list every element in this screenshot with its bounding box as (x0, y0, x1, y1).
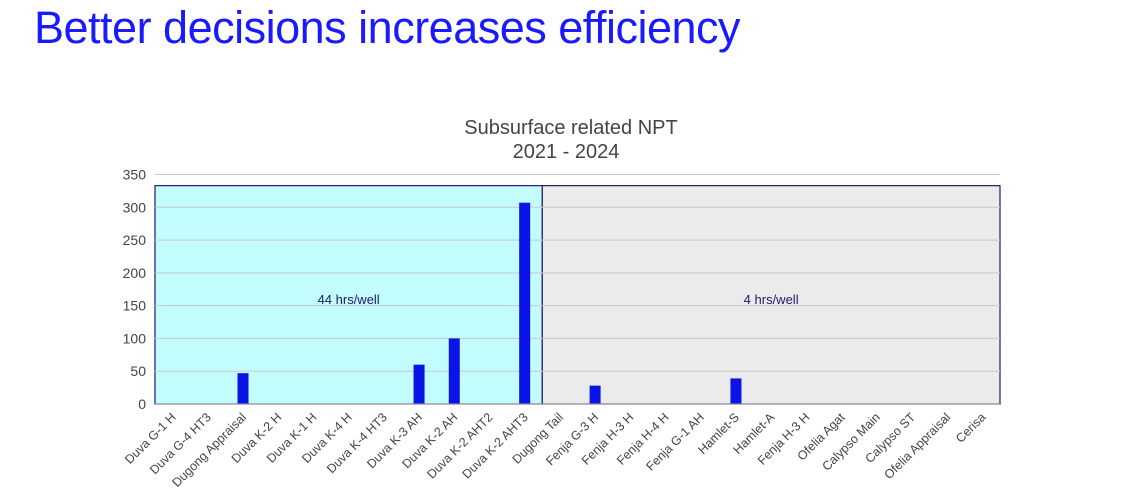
y-tick-label: 350 (123, 167, 147, 183)
y-tick-label: 150 (123, 298, 147, 314)
region-layer (154, 185, 1001, 405)
y-axis: 0 50 100 150 200 250 300 350 (123, 167, 147, 413)
y-tick-label: 200 (123, 265, 147, 281)
chart-subtitle: 2021 - 2024 (513, 141, 620, 163)
y-tick-label: 50 (130, 363, 146, 379)
region-2 (541, 185, 1001, 405)
chart-title: Subsurface related NPT (464, 117, 677, 139)
gridlines (155, 174, 1000, 372)
bar (730, 378, 742, 404)
x-tick-label: Duva G-4 HT3 (147, 410, 214, 477)
y-tick-label: 300 (123, 199, 147, 215)
bar (589, 385, 601, 404)
bars (237, 202, 742, 404)
bar (519, 202, 531, 404)
page-title: Better decisions increases efficiency (34, 2, 741, 53)
bar (237, 373, 249, 404)
region-1 (154, 185, 543, 405)
bar (448, 338, 460, 404)
bar (413, 364, 425, 404)
y-tick-label: 250 (123, 232, 147, 248)
region-labels: 44 hrs/well 4 hrs/well (318, 292, 799, 307)
y-tick-label: 100 (123, 330, 147, 346)
y-tick-label: 0 (138, 396, 146, 412)
region-label: 4 hrs/well (744, 292, 799, 307)
region-label: 44 hrs/well (318, 292, 380, 307)
x-tick-label: Ofelia Appraisal (881, 410, 953, 482)
x-tick-label: Cerisa (953, 410, 988, 445)
